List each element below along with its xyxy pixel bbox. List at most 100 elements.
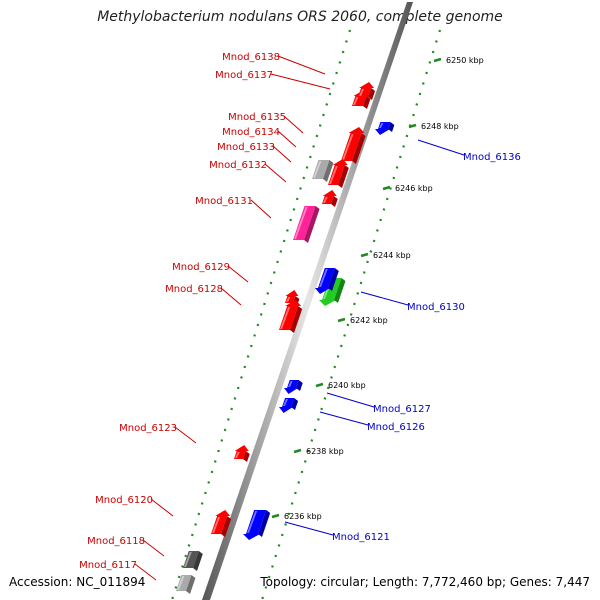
- scale-tick-label: 6242 kbp: [350, 316, 388, 325]
- scale-tick-mark: [337, 317, 346, 323]
- leader-line: [326, 392, 375, 408]
- gene-highlight: [286, 297, 291, 302]
- gene-side-shade: [388, 122, 395, 132]
- scale-tick-mark: [433, 57, 442, 63]
- leader-line: [417, 139, 465, 156]
- leader-line: [264, 163, 287, 183]
- gene-highlight: [342, 134, 354, 160]
- leader-line: [250, 199, 272, 219]
- gene-label: Mnod_6127: [373, 404, 431, 415]
- leader-line: [319, 411, 369, 426]
- scale-ticks: 6250 kbp 6248 kbp 6246 kbp 6244 kbp 6242 kbp…: [271, 56, 484, 521]
- gene-side-shade: [328, 268, 339, 291]
- gene-label: Mnod_6117: [79, 560, 137, 571]
- gene-highlight: [184, 552, 192, 567]
- gene-label: Mnod_6138: [222, 52, 280, 63]
- scale-tick-mark: [315, 382, 324, 388]
- gene-label: Mnod_6118: [87, 536, 145, 547]
- gene-arrowhead: [375, 129, 390, 135]
- gene-side-shade: [304, 206, 320, 243]
- scale-tick-mark: [360, 252, 369, 258]
- genome-backbone-line: [202, 2, 413, 600]
- gene-highlight: [212, 517, 221, 533]
- gene-feature: [176, 575, 196, 594]
- gene-label: Mnod_6137: [215, 70, 273, 81]
- gene-highlight: [294, 207, 308, 239]
- gene-side-shade: [243, 451, 250, 462]
- gene-feature: [341, 127, 366, 164]
- leader-line: [272, 145, 292, 163]
- gene-side-shade: [368, 88, 376, 100]
- gene-side-shade: [221, 516, 232, 537]
- leader-line: [174, 426, 197, 444]
- dotted-track-line: [260, 29, 442, 600]
- scale-tick-mark: [293, 448, 302, 454]
- gene-highlight: [313, 161, 322, 178]
- gene-arrowhead: [243, 534, 260, 540]
- gene-highlight: [235, 452, 240, 458]
- gene-arrowhead: [284, 388, 298, 394]
- gene-arrowhead: [359, 82, 375, 88]
- gene-highlight: [280, 307, 291, 329]
- gene-side-shade: [291, 398, 299, 410]
- gene-label: Mnod_6132: [209, 160, 267, 171]
- leader-line: [227, 265, 249, 283]
- gene-side-shade: [363, 96, 371, 109]
- leader-line: [150, 498, 174, 517]
- gene-feature: [375, 122, 395, 135]
- gene-arrowhead: [322, 190, 337, 196]
- genome-stats-label: Topology: circular; Length: 7,772,460 bp…: [260, 575, 590, 589]
- gene-highlight: [247, 511, 258, 533]
- gene-body: [246, 510, 267, 534]
- scale-tick-mark: [382, 185, 391, 191]
- scale-tick-label: 6246 kbp: [395, 184, 433, 193]
- gene-label: Mnod_6136: [463, 152, 521, 163]
- gene-label: Mnod_6129: [172, 262, 230, 273]
- gene-arrowhead: [234, 445, 249, 451]
- gene-feature: [279, 398, 299, 413]
- gene-highlight: [353, 97, 359, 105]
- gene-feature: [183, 551, 203, 571]
- gene-side-shade: [338, 165, 349, 188]
- gene-label: Mnod_6128: [165, 284, 223, 295]
- scale-tick-mark: [408, 123, 417, 129]
- gene-feature: [322, 190, 338, 207]
- gene-feature: [284, 380, 303, 394]
- gene-arrowhead: [319, 300, 336, 306]
- gene-side-shade: [323, 160, 334, 182]
- gene-side-shade: [290, 306, 303, 333]
- gene-arrowhead: [215, 510, 231, 516]
- dotted-track-line: [170, 29, 352, 600]
- gene-labels: Mnod_6138 Mnod_6137 Mnod_6135 Mnod_6134 Mnod…: [79, 52, 521, 571]
- scale-tick-label: 6250 kbp: [446, 56, 484, 65]
- gene-arrowhead: [315, 288, 330, 294]
- gene-feature: [315, 268, 339, 294]
- scale-tick-mark: [271, 513, 280, 519]
- gene-feature: [328, 159, 349, 188]
- leader-line: [220, 287, 242, 306]
- leader-line: [134, 563, 157, 581]
- dotted-track-lines: [170, 29, 442, 600]
- gene-highlight: [323, 197, 328, 203]
- gene-features: [176, 82, 395, 594]
- accession-label: Accession: NC_011894: [9, 575, 146, 589]
- gene-label: Mnod_6120: [95, 495, 153, 506]
- leader-line: [277, 130, 297, 148]
- gene-feature: [211, 510, 232, 537]
- gene-label: Mnod_6121: [332, 532, 390, 543]
- gene-side-shade: [186, 575, 196, 594]
- gene-highlight: [319, 269, 328, 287]
- gene-feature: [234, 445, 250, 462]
- gene-feature: [279, 300, 303, 333]
- leader-line: [360, 291, 409, 306]
- gene-label: Mnod_6135: [228, 112, 286, 123]
- scale-tick-label: 6238 kbp: [306, 447, 344, 456]
- gene-side-shade: [296, 380, 303, 391]
- gene-arrowhead: [332, 159, 348, 165]
- gene-label: Mnod_6133: [217, 142, 275, 153]
- leader-line: [284, 521, 334, 536]
- gene-highlight: [288, 381, 293, 387]
- gene-feature: [243, 510, 271, 540]
- gene-label: Mnod_6131: [195, 196, 253, 207]
